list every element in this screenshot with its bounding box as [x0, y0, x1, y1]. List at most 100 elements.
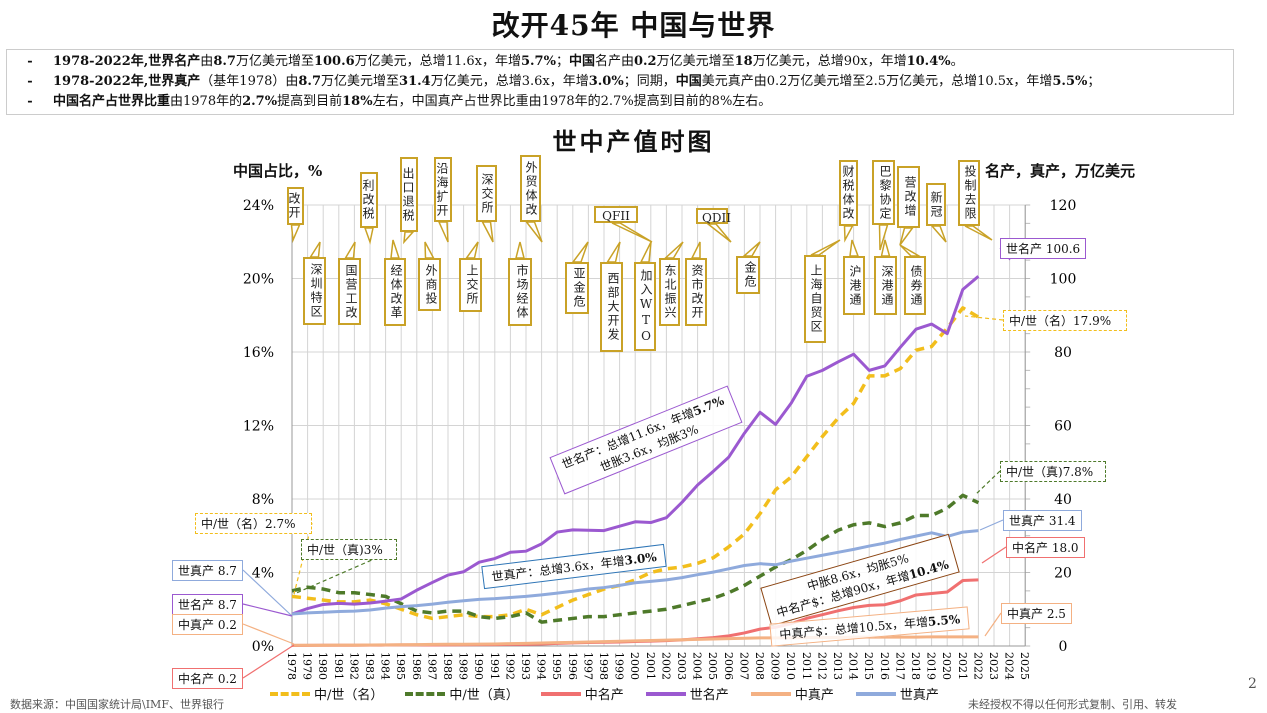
- y-left-tick-label: 16%: [243, 345, 274, 361]
- x-tick-label: 2023: [987, 652, 1000, 680]
- y-right-tick-label: 20: [1054, 566, 1072, 582]
- callout-pointer: [571, 241, 589, 263]
- callout-text: 3.0%: [623, 549, 658, 568]
- label-leader-line: [984, 612, 1002, 637]
- legend-label: 中/世（名）: [314, 688, 384, 703]
- x-tick-label: 1993: [519, 652, 532, 680]
- summary-box: -1978-2022年,世界名产由8.7万亿美元增至100.6万亿美元，总增11…: [6, 49, 1234, 115]
- x-tick-label: 2003: [675, 652, 688, 680]
- x-tick-label: 1978: [285, 652, 298, 680]
- legend-label: 世名产: [689, 688, 729, 703]
- event-annotation: 上海自贸区: [804, 255, 826, 343]
- callout-pointer: [481, 221, 494, 243]
- legend-swatch: [540, 691, 581, 696]
- x-tick-label: 1991: [488, 652, 501, 680]
- label-leader-line: [242, 603, 293, 617]
- event-annotation: 投制去限: [958, 160, 980, 226]
- copyright-note: 未经授权不得以任何形式复制、引用、转发: [968, 698, 1177, 711]
- series-line-中/世（名）: [291, 306, 980, 621]
- x-tick-label: 2001: [644, 652, 657, 680]
- right-end-label: 世真产 31.4: [1003, 510, 1082, 531]
- callout-pointer: [390, 239, 401, 259]
- callout-pointer: [878, 224, 889, 251]
- x-tick-label: 1997: [581, 652, 594, 680]
- left-end-label: 世真产 8.7: [172, 560, 243, 581]
- y-left-tick-label: 4%: [252, 566, 274, 582]
- label-leader-line: [293, 548, 398, 595]
- event-annotation: 营改增: [897, 166, 920, 228]
- series-line-中/世（真）: [291, 493, 980, 624]
- x-tick-label: 1996: [566, 652, 579, 680]
- legend-item: 世真产: [855, 684, 939, 703]
- chart-title: 世中产值时图: [552, 127, 715, 156]
- event-annotation: 亚金危: [565, 262, 589, 314]
- bullet: -: [27, 54, 33, 69]
- callout-pointer: [290, 224, 301, 243]
- callout-pointer: [515, 241, 525, 259]
- callout-pointer: [524, 221, 543, 243]
- x-tick-label: 2018: [909, 652, 922, 680]
- series-line-世名产: [291, 275, 980, 616]
- x-tick-label: 1989: [457, 652, 470, 680]
- x-tick-label: 1981: [332, 652, 345, 680]
- x-tick-label: 2010: [784, 652, 797, 680]
- left-end-label: 中/世（名）2.7%: [195, 513, 312, 534]
- callout-pointer: [705, 223, 732, 243]
- event-annotation: 沪港通: [843, 256, 865, 315]
- x-tick-label: 1983: [363, 652, 376, 680]
- x-tick-label: 1980: [316, 652, 329, 680]
- callout-pointer: [742, 241, 761, 257]
- x-tick-label: 2016: [878, 652, 891, 680]
- label-leader-line: [979, 519, 1004, 531]
- x-tick-label: 2006: [722, 652, 735, 680]
- series-line-世真产: [291, 529, 979, 616]
- y-left-tick-label: 24%: [243, 198, 274, 214]
- x-tick-label: 1988: [441, 652, 454, 680]
- right-end-label: 中真产 2.5: [1001, 603, 1072, 624]
- event-annotation: 经体改革: [384, 258, 406, 326]
- callout-pointer: [403, 231, 415, 245]
- x-tick-label: 2005: [706, 652, 719, 680]
- bullet: -: [27, 74, 33, 89]
- legend-swatch: [405, 691, 446, 696]
- callout-pointer: [344, 241, 356, 259]
- legend: 中/世（名） 中/世（真） 中名产 世名产 中真产 世真产: [270, 684, 939, 703]
- x-tick-label: 2019: [925, 652, 938, 680]
- y-left-tick-label: 12%: [243, 419, 274, 435]
- summary-line: -1978-2022年,世界名产由8.7万亿美元增至100.6万亿美元，总增11…: [7, 52, 1233, 72]
- callout-pointer: [437, 221, 449, 243]
- x-tick-label: 2021: [956, 652, 969, 680]
- legend-label: 中名产: [584, 688, 624, 703]
- callout-pointer: [606, 241, 621, 263]
- label-leader-line: [964, 315, 1004, 321]
- x-tick-label: 2022: [971, 652, 984, 680]
- x-tick-label: 2014: [847, 652, 860, 680]
- left-end-label: 世名产 8.7: [172, 594, 243, 615]
- left-end-label: 中真产 0.2: [172, 614, 243, 635]
- event-annotation: 财税体改: [839, 160, 858, 226]
- y-left-tick-label: 0%: [252, 639, 274, 655]
- x-tick-label: 2009: [769, 652, 782, 680]
- event-annotation: 沿海扩开: [434, 157, 452, 222]
- x-tick-label: 2025: [1018, 652, 1031, 680]
- summary-line: - 中国名产占世界比重由1978年的2.7%提高到目前18%左右，中国真产占世界比…: [7, 92, 1233, 112]
- right-end-label: 世名产 100.6: [1000, 238, 1087, 259]
- x-tick-label: 2007: [737, 652, 750, 680]
- y-left-tick-label: 8%: [252, 492, 274, 508]
- legend-item: 世名产: [645, 684, 729, 703]
- x-tick-label: 1984: [379, 652, 392, 680]
- event-annotation: 资市改开: [685, 258, 707, 326]
- right-axis-title: 名产，真产，万亿美元: [985, 162, 1136, 180]
- callout-text: 5.5%: [927, 612, 961, 629]
- x-tick-label: 1982: [347, 652, 360, 680]
- legend-label: 世真产: [899, 688, 939, 703]
- callout-pointer: [810, 239, 841, 256]
- callout-pointer: [690, 241, 701, 259]
- label-leader-line: [242, 644, 295, 679]
- callout-pointer: [639, 241, 652, 263]
- y-right-tick-label: 120: [1050, 198, 1077, 214]
- y-left-tick-label: 20%: [243, 272, 274, 288]
- x-tick-label: 1986: [410, 652, 423, 680]
- callout-pointer: [363, 227, 374, 245]
- event-annotation: 加入WTO: [634, 262, 656, 351]
